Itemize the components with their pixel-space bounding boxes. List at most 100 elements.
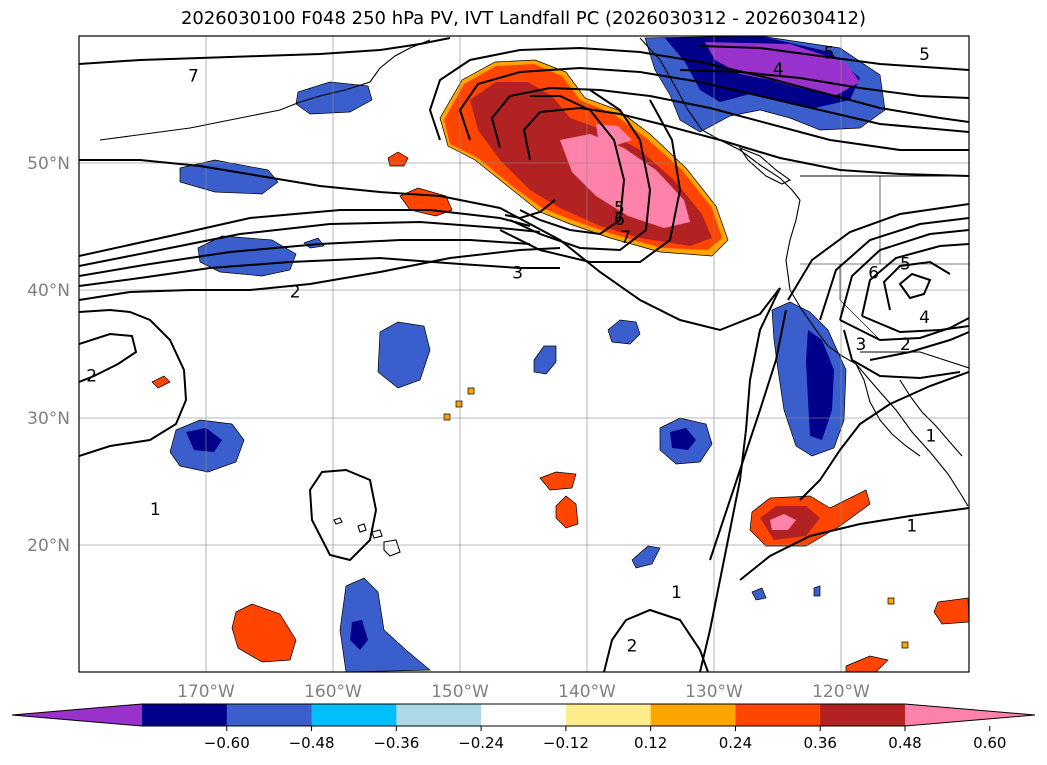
lat-tick-20n: 20°N	[27, 536, 70, 556]
hawaii-4	[383, 539, 401, 557]
negative-anomaly-small-120w	[751, 587, 767, 601]
colorbar-extend-low	[12, 704, 142, 726]
positive-anomaly-122w-peak	[770, 514, 796, 530]
positive-anomaly-small-50n	[387, 151, 409, 167]
contour-label: 3	[856, 335, 867, 355]
contour-ring-3	[819, 217, 969, 321]
positive-anomaly-dot-5	[901, 641, 909, 649]
hawaii-2	[357, 523, 367, 533]
positive-anomaly-streamer-pink	[560, 134, 690, 228]
contour-label: 2	[290, 283, 301, 303]
contour-label: 6	[614, 210, 625, 230]
contour-jet-loop-1	[428, 46, 969, 141]
contour-label: 5	[919, 45, 930, 65]
longitude-tick-labels: 170°W 160°W 150°W 140°W 130°W 120°W	[177, 682, 870, 702]
lon-tick-130w: 130°W	[685, 682, 743, 702]
contour-label: 4	[919, 308, 930, 328]
negative-anomaly-aleutian	[295, 81, 373, 115]
colorbar-segment	[396, 704, 482, 726]
contour-label: 4	[773, 60, 784, 80]
contour-5-main	[79, 220, 541, 267]
contour-label: 7	[620, 228, 631, 248]
colorbar-segment	[820, 704, 906, 726]
colorbar-tick-label: −0.12	[543, 734, 589, 752]
negative-anomaly-168w-core	[186, 428, 222, 452]
negative-anomaly-143w	[533, 345, 557, 375]
positive-anomaly-118w	[845, 655, 889, 672]
latitude-tick-labels: 50°N 40°N 30°N 20°N	[27, 154, 70, 556]
coastline-baja	[855, 363, 921, 457]
colorbar-tick-label: −0.24	[458, 734, 504, 752]
contour-ring-east-2	[843, 329, 961, 380]
contour-label: 3	[512, 264, 523, 284]
contour-label: 2	[86, 367, 97, 387]
contour-label: 7	[188, 66, 199, 86]
figure-title: 2026030100 F048 250 hPa PV, IVT Landfall…	[180, 8, 867, 29]
contour-jet-inner-4	[504, 199, 556, 220]
contour-3-main	[79, 256, 560, 287]
contour-1-south	[739, 507, 969, 581]
contour-ring-5	[861, 243, 969, 317]
negative-anomaly-136w	[607, 319, 641, 345]
colorbar-tick-label: 0.60	[973, 734, 1006, 752]
colorbar-tick-label: 0.36	[804, 734, 837, 752]
colorbar-tick-label: 0.48	[888, 734, 921, 752]
contour-jet-inner-1	[519, 95, 626, 236]
contour-ring-low-2	[861, 315, 969, 334]
contour-label: 2	[627, 636, 638, 656]
contour-jet-loop-4	[522, 106, 969, 177]
contour-jet-loop-3	[490, 86, 969, 151]
contour-label: 2	[900, 335, 911, 355]
colorbar-tick-label: −0.48	[289, 734, 335, 752]
lat-tick-40n: 40°N	[27, 281, 70, 301]
colorbar-tick-label: −0.60	[204, 734, 250, 752]
lon-tick-140w: 140°W	[558, 682, 616, 702]
contour-southeast-1	[799, 371, 969, 501]
colorbar-tick-label: 0.12	[634, 734, 667, 752]
contour-ring-low-3	[869, 331, 969, 361]
positive-anomalies	[151, 59, 969, 672]
negative-anomaly-135w-small	[631, 545, 661, 569]
colorbar-segment	[481, 704, 567, 726]
contour-7-north	[79, 37, 451, 65]
contour-jet-loop-2	[458, 66, 969, 141]
contour-1-loop-hawaii	[308, 468, 378, 562]
positive-anomaly-dot-4	[887, 597, 895, 605]
contour-label: 1	[906, 517, 917, 537]
lat-tick-50n: 50°N	[27, 154, 70, 174]
contour-label: 1	[925, 426, 936, 446]
negative-anomaly-156w-core	[350, 620, 368, 650]
contour-2-right-lower	[709, 309, 787, 561]
contour-2-south	[603, 608, 709, 672]
positive-anomaly-dot-1	[443, 413, 451, 421]
lon-tick-160w: 160°W	[304, 682, 362, 702]
contour-6-main	[79, 209, 531, 257]
colorbar-segment	[226, 704, 313, 726]
colorbar-extend-high	[905, 704, 1035, 726]
contour-2-west-lower	[79, 308, 188, 457]
negative-anomaly-west-43n	[197, 235, 297, 277]
positive-anomaly-small-33n	[151, 375, 171, 389]
contour-2-west-loop	[79, 332, 138, 383]
contour-jet-inner-3	[499, 99, 682, 263]
colorbar-outline	[11, 703, 1036, 727]
negative-anomaly-132w-core	[670, 428, 696, 450]
positive-anomaly-112w	[933, 597, 969, 625]
contour-label: 6	[868, 264, 879, 284]
ivt-contours	[79, 37, 969, 672]
contour-ring-7	[898, 272, 932, 300]
positive-anomaly-165w	[231, 603, 297, 663]
positive-anomaly-dot-2	[455, 400, 463, 408]
contour-2-main-west	[79, 247, 561, 301]
contour-label: 5	[900, 255, 911, 275]
contour-northeast-5	[699, 45, 969, 71]
contour-label: 1	[671, 583, 682, 603]
colorbar-tick-label: −0.36	[373, 734, 419, 752]
coastline-alaska	[99, 39, 431, 141]
contour-ring-low-1	[839, 317, 969, 342]
contour-ring-6	[882, 260, 951, 311]
contour-label: 5	[824, 44, 835, 64]
hawaii-1	[333, 517, 343, 525]
